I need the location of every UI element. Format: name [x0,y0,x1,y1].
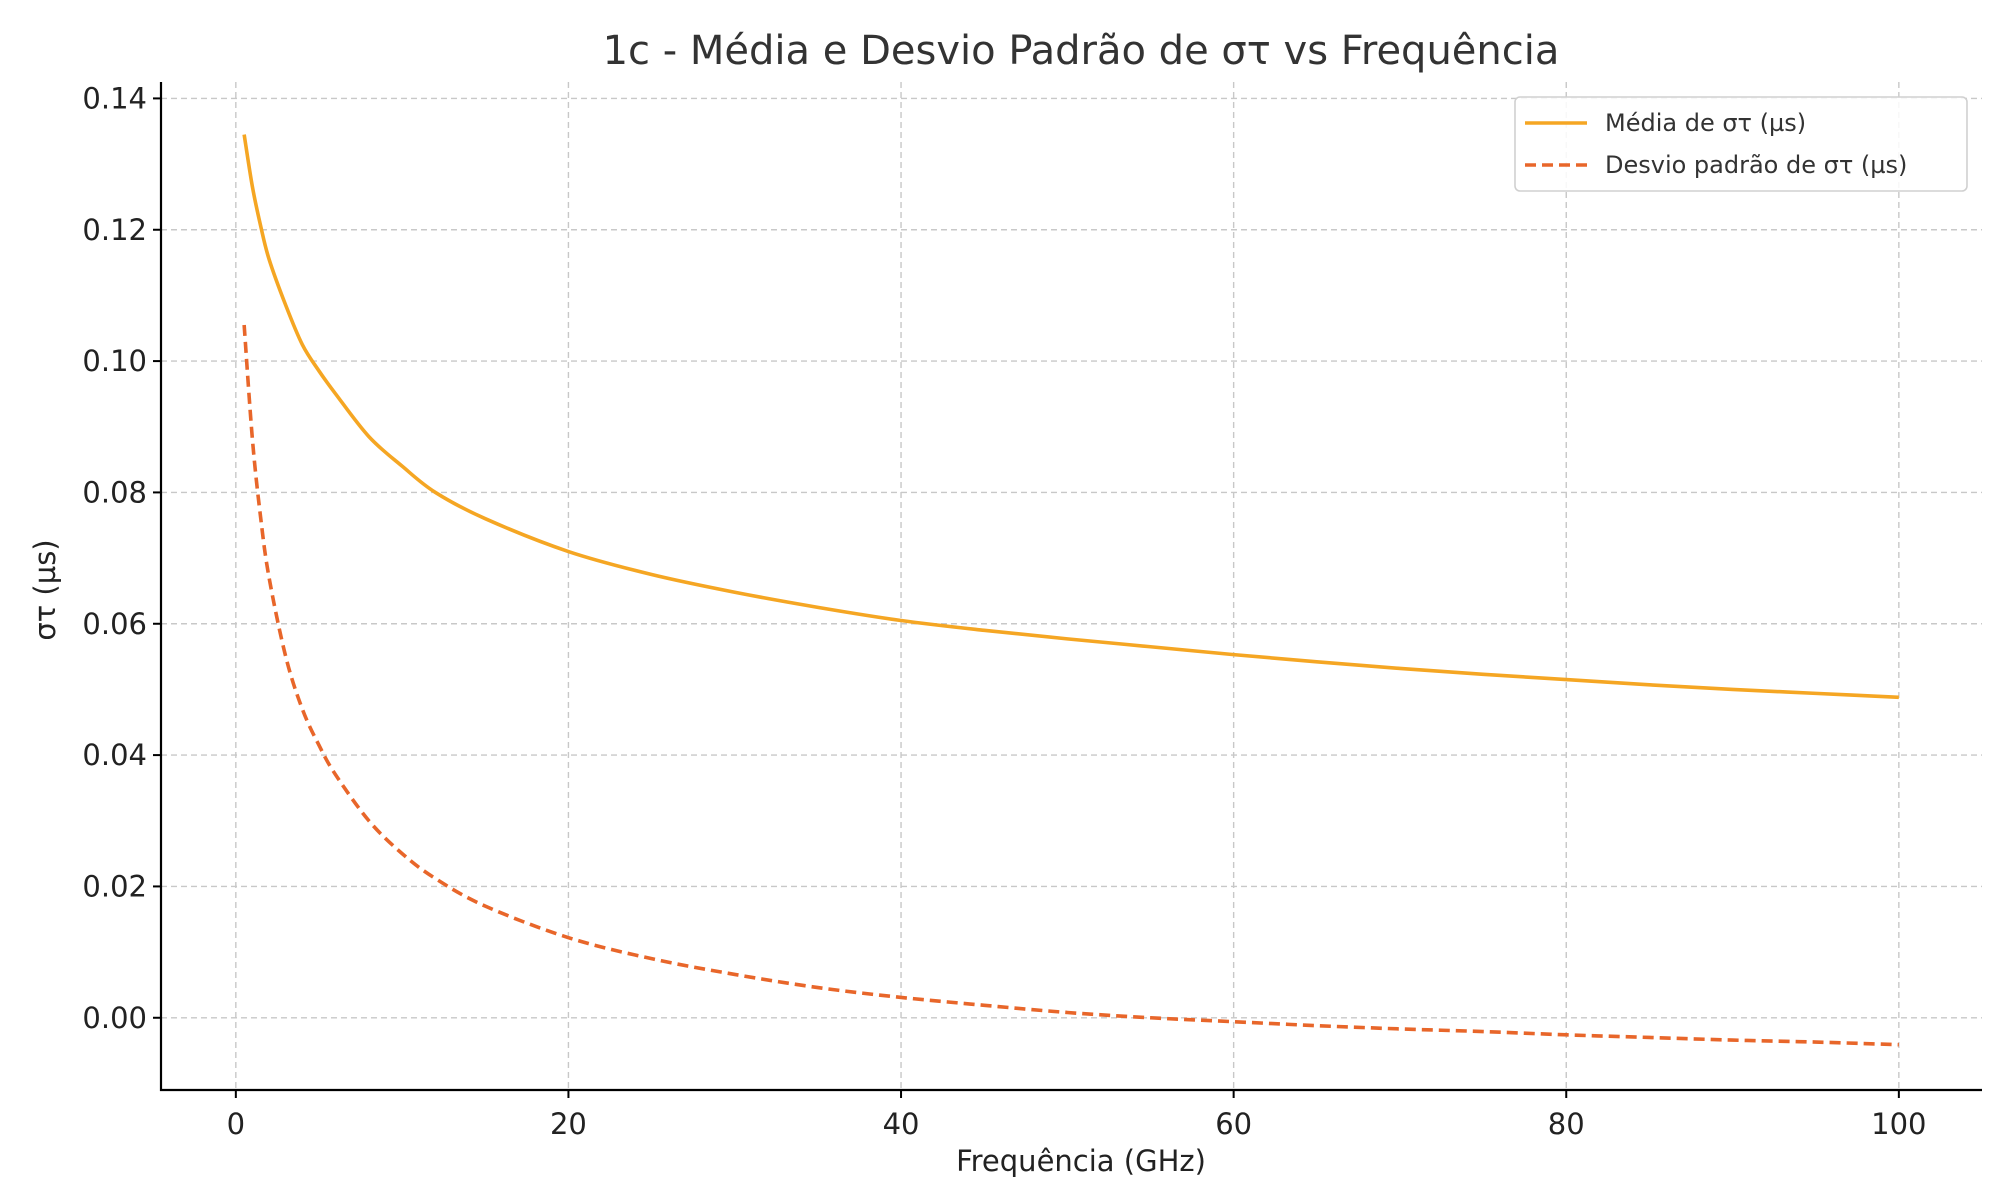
y-tick-label: 0.04 [82,738,147,772]
legend-label: Média de στ (µs) [1605,109,1806,137]
x-axis-label: Frequência (GHz) [956,1144,1206,1178]
legend-box [1514,96,1968,192]
chart-title: 1c - Média e Desvio Padrão de στ vs Freq… [603,28,1560,74]
y-tick-label: 0.12 [82,213,147,247]
grid [161,82,1982,1090]
legend-label: Desvio padrão de στ (µs) [1605,151,1907,179]
y-tick-label: 0.06 [82,607,147,641]
x-tick-label: 100 [1871,1107,1926,1141]
series-line-mean [242,134,1899,700]
series-line-std [242,324,1899,1047]
y-tick-label: 0.08 [82,475,147,509]
x-tick-label: 40 [883,1107,920,1141]
x-tick-label: 20 [550,1107,587,1141]
y-tick-label: 0.02 [82,869,147,903]
x-tick-label: 0 [227,1107,245,1141]
y-tick-label: 0.00 [82,1001,147,1035]
axis-spines [159,82,1982,1092]
y-tick-label: 0.10 [82,344,147,378]
axes: 0 20 40 60 80 100 0.00 0.02 0.04 0.06 0.08 0.10 0.12… [82,81,1982,1141]
y-tick-label: 0.14 [82,81,147,115]
x-tick-label: 60 [1215,1107,1252,1141]
x-tick-label: 80 [1548,1107,1585,1141]
legend: Média de στ (µs) Desvio padrão de στ (µs) [1514,96,1968,192]
y-axis-label: στ (µs) [28,539,62,640]
plot-area [242,134,1899,1047]
